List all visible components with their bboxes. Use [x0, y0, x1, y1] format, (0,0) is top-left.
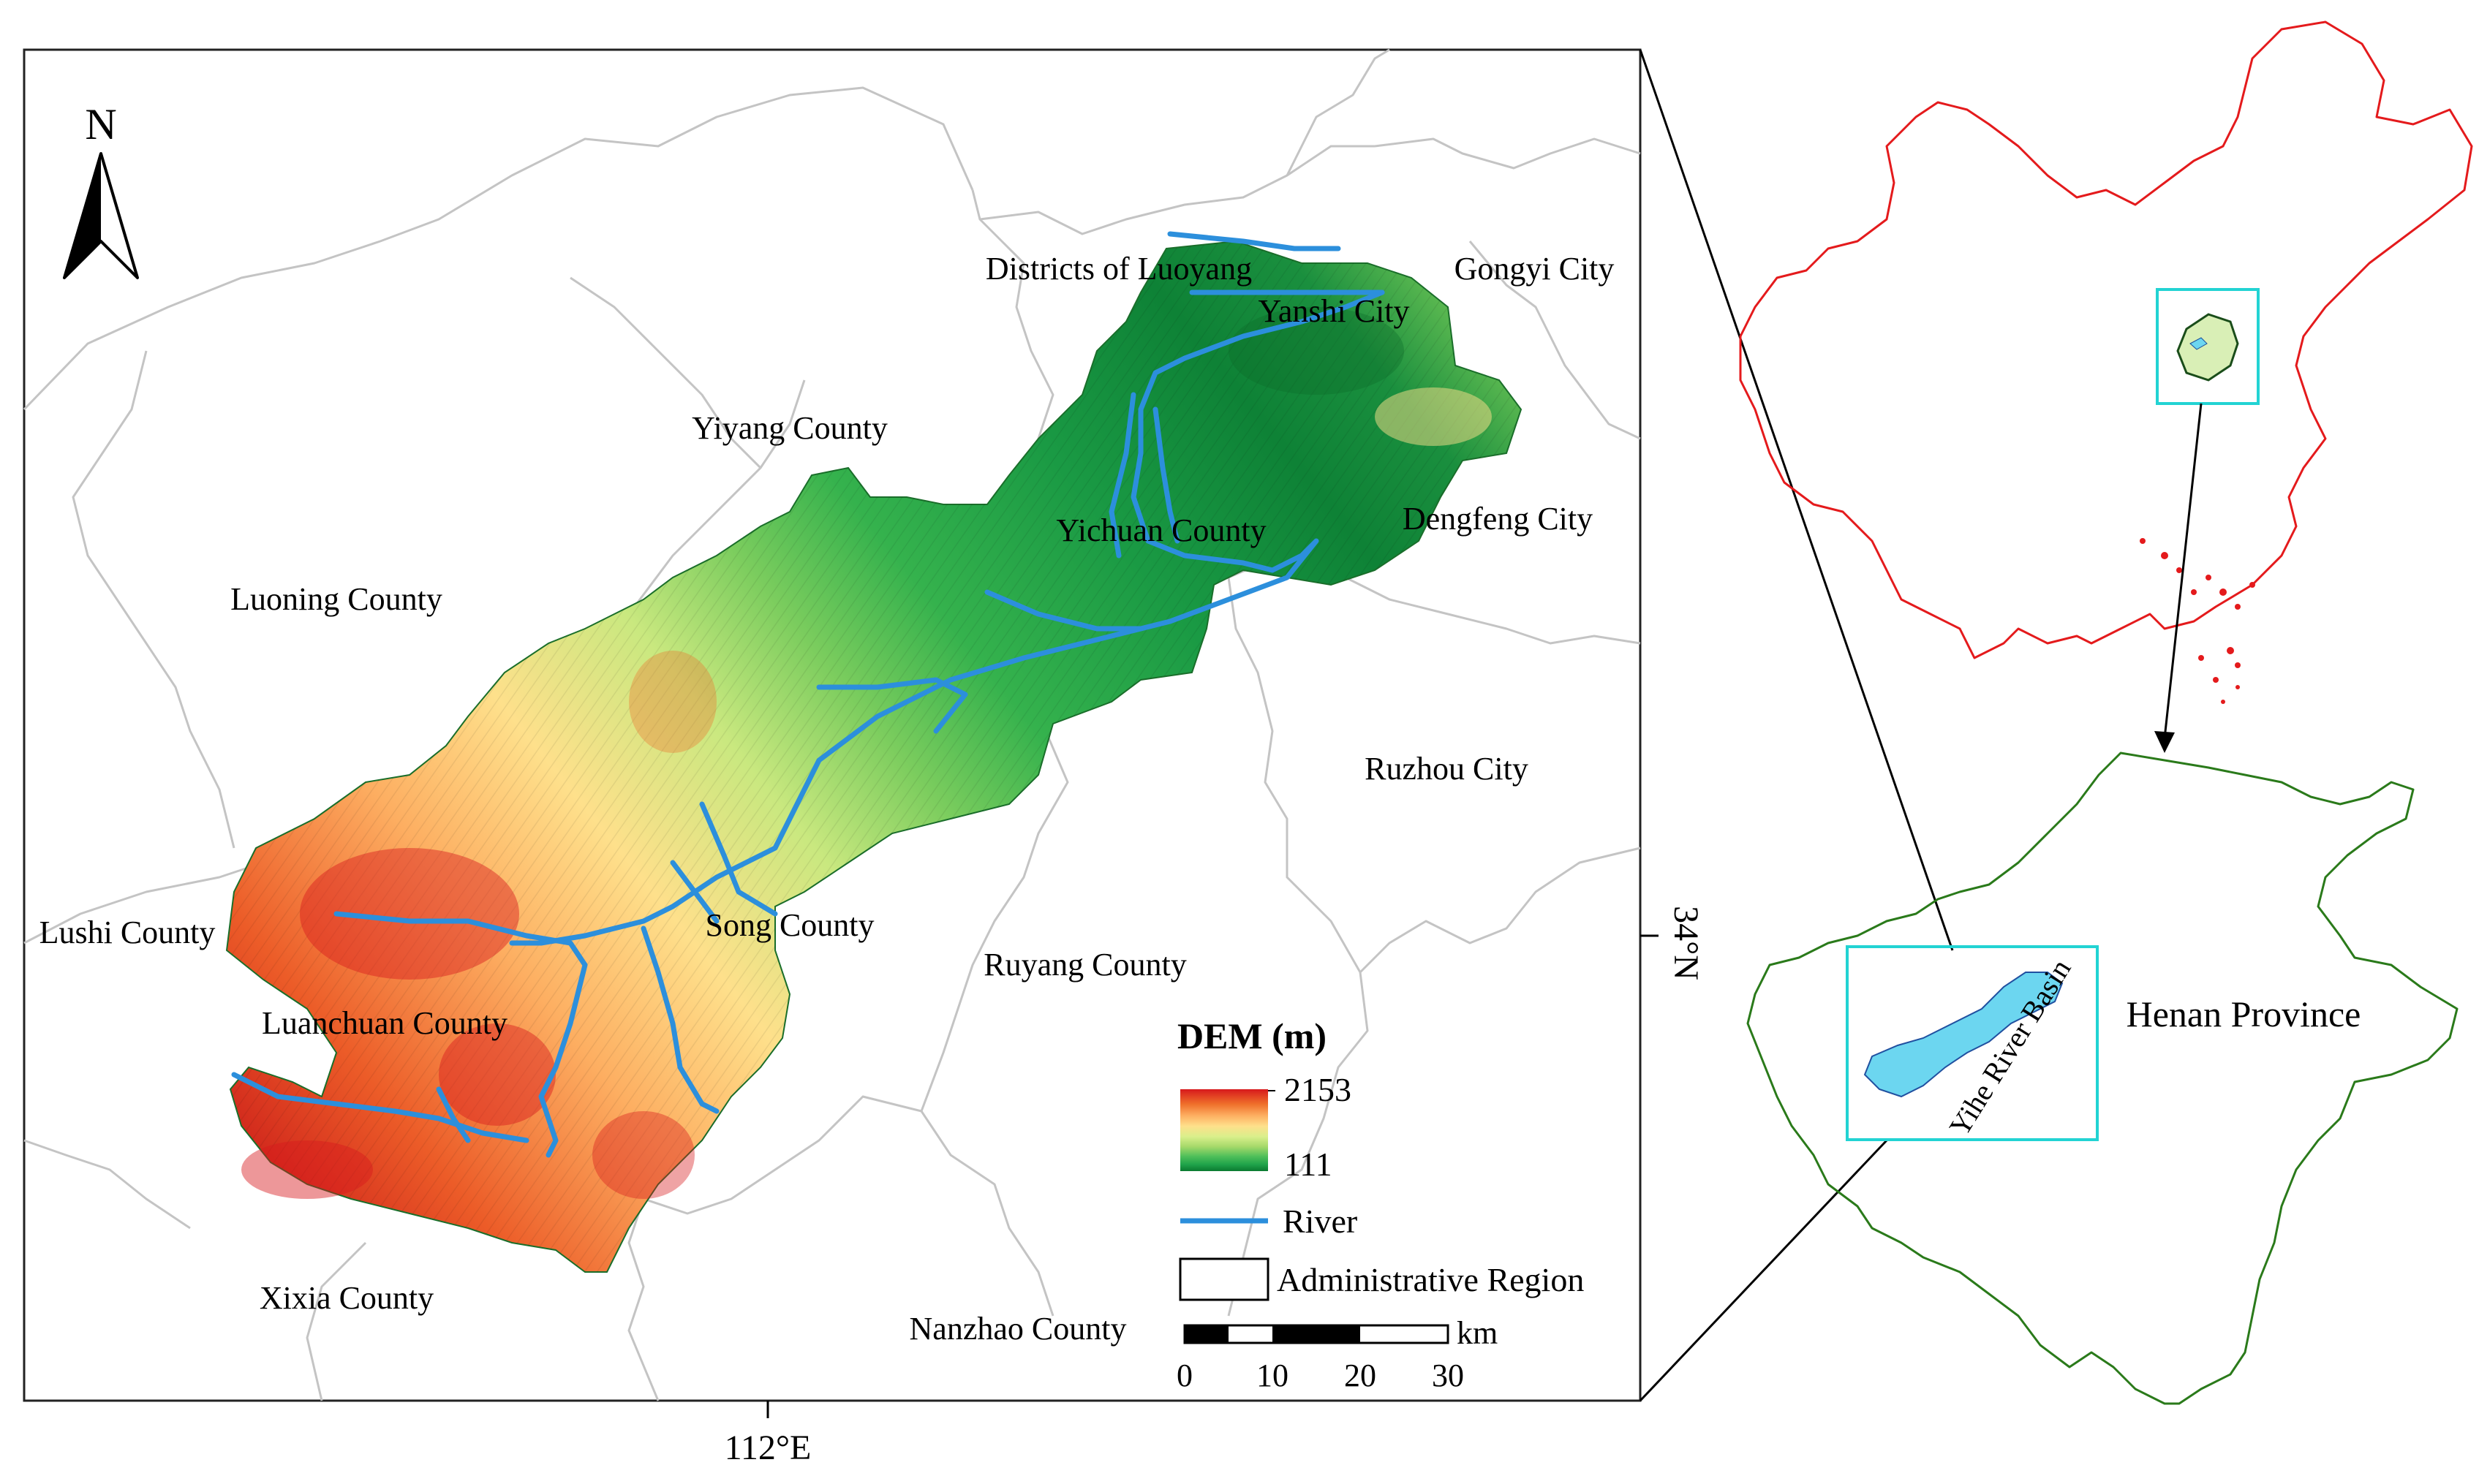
north-label: N: [85, 100, 116, 148]
yihe-basin-dem: [225, 240, 1523, 1273]
label-ruyang: Ruyang County: [984, 947, 1186, 983]
north-arrow: N: [63, 100, 139, 279]
rivers: [231, 231, 1385, 1158]
lon-label: 112°E: [725, 1428, 812, 1467]
basin-inset-shape: [1863, 972, 2064, 1098]
river-tributary-6: [670, 860, 720, 924]
river-yihe-main: [509, 289, 1385, 946]
scale-tick-10: 10: [1256, 1358, 1288, 1393]
dem-colorbar: [1180, 1089, 1268, 1171]
legend-river-label: River: [1283, 1203, 1357, 1240]
china-map: [1739, 20, 2473, 753]
label-luoyang: Districts of Luoyang: [986, 251, 1252, 287]
south-china-sea-islands: [2140, 538, 2255, 704]
label-luanchuan: Luanchuan County: [262, 1005, 508, 1041]
county-labels: Districts of Luoyang Yanshi City Gongyi …: [39, 251, 1615, 1347]
river-south-trib: [641, 925, 720, 1114]
henan-map: Yihe River Basin Henan Province: [1746, 752, 2459, 1405]
label-lushi: Lushi County: [39, 915, 216, 950]
henan-outline: [1746, 752, 2459, 1405]
scale-tick-30: 30: [1432, 1358, 1464, 1393]
label-yanshi: Yanshi City: [1258, 293, 1409, 329]
label-yichuan: Yichuan County: [1056, 512, 1266, 548]
label-gongyi: Gongyi City: [1454, 251, 1615, 287]
river-luanchuan: [231, 1072, 529, 1143]
label-song: Song County: [705, 907, 874, 943]
river-tributary-1: [1109, 392, 1136, 559]
henan-province-label: Henan Province: [2127, 993, 2361, 1034]
label-luoning: Luoning County: [230, 581, 442, 617]
river-upper: [1167, 231, 1341, 251]
scale-tick-0: 0: [1177, 1358, 1193, 1393]
legend-dem-min: 111: [1284, 1146, 1332, 1183]
scale-tick-20: 20: [1344, 1358, 1376, 1393]
label-ruzhou: Ruzhou City: [1365, 751, 1528, 787]
river-tributary-5: [699, 801, 778, 917]
scale-bar: km 0 10 20 30: [1177, 1315, 1498, 1393]
henan-mini: [2176, 313, 2239, 382]
graticule: 112°E 34°N: [725, 906, 1705, 1467]
admin-boundaries: [23, 48, 1641, 1401]
china-outline: [1739, 20, 2473, 659]
river-tributary-2: [1152, 406, 1180, 544]
label-nanzhao: Nanzhao County: [910, 1311, 1127, 1347]
scale-unit: km: [1457, 1315, 1498, 1351]
label-dengfeng: Dengfeng City: [1403, 501, 1593, 537]
label-yiyang: Yiyang County: [692, 410, 888, 446]
henan-highlight-frame: [2156, 288, 2260, 405]
river-west-trib: [333, 911, 588, 1158]
lat-label: 34°N: [1667, 906, 1705, 980]
legend-admin-label: Administrative Region: [1277, 1261, 1584, 1298]
legend: DEM (m) 2153 111 River Administrative Re…: [1177, 1015, 1584, 1393]
river-tributary-4: [816, 677, 968, 734]
legend-title: DEM (m): [1177, 1015, 1327, 1056]
label-xixia: Xixia County: [260, 1280, 434, 1316]
basin-inset-frame: [1846, 945, 2099, 1141]
river-small-1: [436, 1086, 471, 1143]
main-map: N Districts of Luoyang Yanshi City Gongy…: [23, 48, 1705, 1467]
legend-admin-symbol: [1179, 1257, 1269, 1301]
river-tributary-3: [984, 589, 1144, 632]
legend-dem-max: 2153: [1284, 1071, 1351, 1108]
connector-lines: [1639, 49, 1954, 1402]
